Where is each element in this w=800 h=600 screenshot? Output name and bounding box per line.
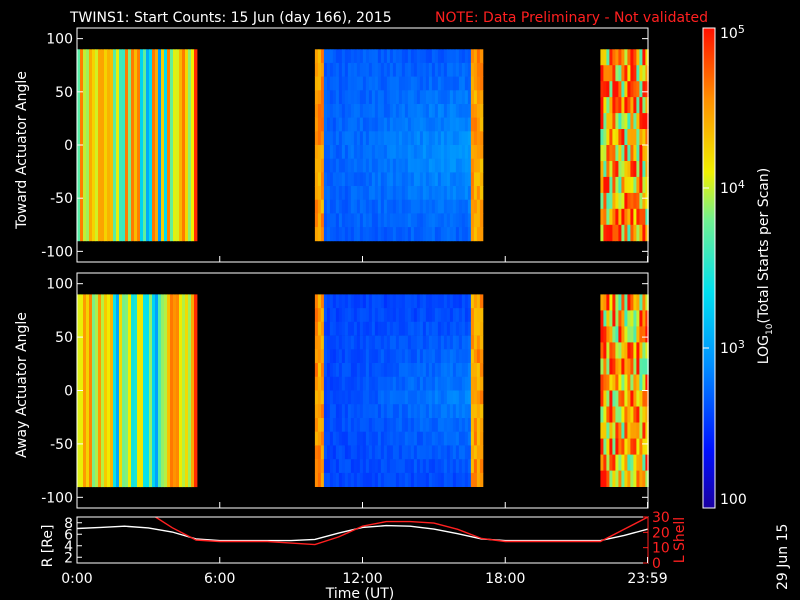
data-note: NOTE: Data Preliminary - Not validated [435,10,708,26]
chart-title: TWINS1: Start Counts: 15 Jun (day 166), … [69,10,392,26]
colorbar-ticks: 105 104 103 100 [703,23,747,509]
x-tick-label: 23:59 [627,571,667,587]
y-tick-label: 0 [64,384,73,400]
x-axis-label: Time (UT) [325,586,394,600]
l-shell-tick-label: 10 [652,541,670,557]
heatmap-block-toward-1 [314,49,484,242]
heatmap-block-toward-2 [600,49,649,242]
orbit-left-ylabel: R [Re] [40,525,56,568]
away-ylabel: Away Actuator Angle [14,312,30,458]
colorbar-tick-label: 105 [720,23,745,42]
orbit-right-ylabel: L Shell [672,517,688,563]
colorbar [702,27,716,509]
x-axis-ticks: 0:00 6:00 12:00 18:00 23:59 [61,256,668,587]
x-tick-label: 0:00 [61,571,92,587]
y-tick-label: 100 [46,277,73,293]
x-tick-label: 18:00 [485,571,525,587]
date-stamp: 29 Jun 15 [775,524,791,590]
colorbar-tick-label: 104 [720,178,745,197]
y-tick-label: -100 [41,490,73,506]
colorbar-tick-label: 103 [720,338,745,357]
heatmap-block-away-1 [314,294,484,487]
l-shell-line [155,516,649,546]
y-tick-label: 50 [55,330,73,346]
y-tick-label: -50 [50,191,73,207]
y-tick-label: 8 [64,516,73,532]
l-shell-tick-label: 30 [652,510,670,526]
r-earth-radii-line [76,524,649,542]
y-tick-label: 4 [64,539,73,555]
y-tick-label: -100 [41,244,73,260]
y-tick-label: 6 [64,527,73,543]
colorbar-label: LOG10(Total Starts per Scan) [756,168,775,364]
x-tick-label: 12:00 [342,571,382,587]
y-tick-label: 100 [46,32,73,48]
colorbar-tick-label: 100 [720,492,747,508]
away-heatmap-panel: 100 50 0 -50 -100 [41,272,649,509]
l-shell-tick-label: 20 [652,525,670,541]
toward-heatmap-panel: 100 50 0 -50 -100 [41,27,649,263]
y-tick-label: 2 [64,550,73,566]
l-shell-tick-label: 0 [652,556,661,572]
heatmap-block-away-2 [600,294,649,487]
y-tick-label: -50 [50,437,73,453]
y-tick-label: 50 [55,85,73,101]
heatmap-block-toward-0 [77,49,198,242]
heatmap-block-away-0 [77,294,198,488]
y-tick-label: 0 [64,138,73,154]
x-tick-label: 6:00 [204,571,235,587]
toward-ylabel: Toward Actuator Angle [14,71,30,230]
